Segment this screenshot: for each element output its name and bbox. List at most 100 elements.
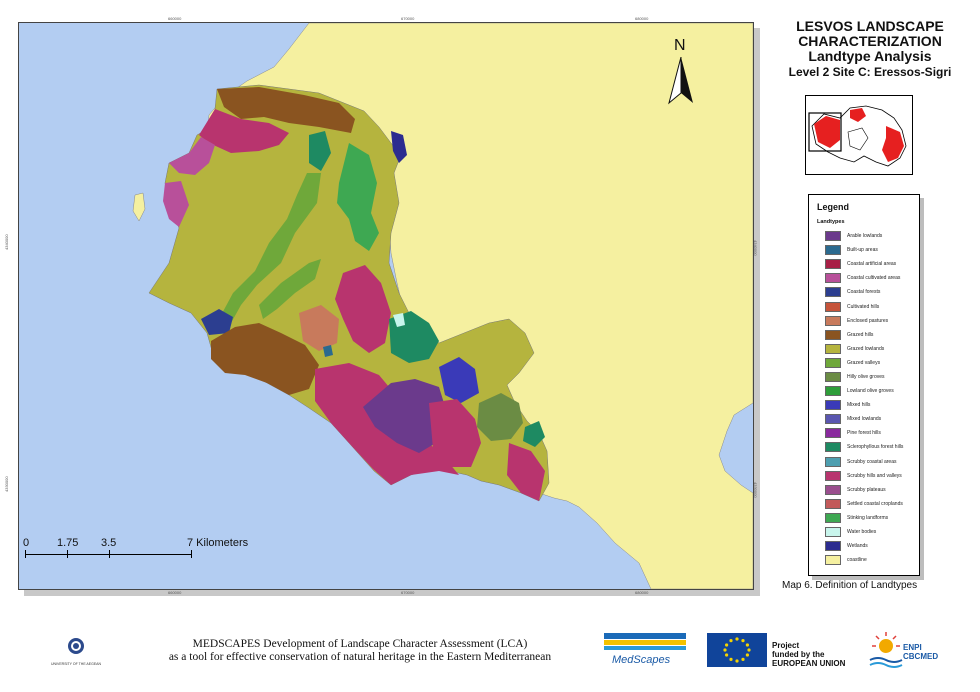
scale-line [25,554,191,555]
legend-item: Wetlands [825,539,903,553]
legend-label: Lowland olive groves [847,388,894,395]
scrubby-coastal-west [163,181,189,227]
legend-item: Grazed lowlands [825,342,903,356]
enpi-sun-icon [869,632,903,668]
legend-item: Stinking landforms [825,511,903,525]
legend-swatch [825,456,841,467]
water-body [393,313,405,327]
legend-swatch [825,512,841,523]
legend-swatch [825,259,841,270]
legend-item: Hilly olive groves [825,370,903,384]
title-line-1: LESVOS LANDSCAPE [796,18,944,34]
legend-item: coastline [825,553,903,567]
medscapes-logo: MedScapes [604,633,686,667]
legend-label: Stinking landforms [847,514,889,521]
legend-swatch [825,343,841,354]
mixed-lowlands [363,379,447,453]
title-line-2: CHARACTERIZATION [798,33,942,49]
university-caption: UNIVERSITY OF THE AEGEAN [50,662,102,666]
north-label: N [674,37,686,54]
legend-item: Arable lowlands [825,229,903,243]
legend-label: Settled coastal croplands [847,500,903,507]
legend-list: Arable lowlands Built-up areas Coastal art… [825,229,903,567]
legend-label: Grazed lowlands [847,345,885,352]
legend-swatch [825,315,841,326]
legend-swatch [825,428,841,439]
legend-swatch [825,329,841,340]
grid-label-left: 4330000 [4,476,9,492]
eu-funding-text: Project funded by the EUROPEAN UNION [772,641,845,668]
legend-item: Water bodies [825,525,903,539]
legend: Legend Landtypes Arable lowlands Built-up… [808,194,920,576]
scale-tick [109,550,110,558]
scale-tick [67,550,68,558]
wetland-west [201,309,233,335]
scrubby-hills-east [507,443,545,501]
legend-swatch [825,287,841,298]
enpi-line-2: CBCMED [903,652,939,661]
grid-label-top: 660000 [168,16,182,21]
scale-tick [191,550,192,558]
enpi-line-1: ENPI [903,643,922,652]
grid-label-right: 4340000 [753,240,758,256]
enpi-text: ENPI CBCMED [903,643,938,661]
map-caption: Map 6. Definition of Landtypes [782,580,918,591]
hilly-olive-groves [477,393,523,441]
scale-label-2: 3.5 [101,537,117,549]
grid-label-left: 4340000 [4,234,9,250]
legend-swatch [825,470,841,481]
scrubby-hills-se [429,399,481,467]
island-west [132,192,146,222]
title-line-3: Landtype Analysis [808,48,932,64]
grazed-valley-corridor [219,173,321,323]
legend-swatch [825,301,841,312]
legend-item: Grazed valleys [825,356,903,370]
legend-label: Sclerophyllous forest hills [847,444,904,451]
legend-item: Mixed hills [825,398,903,412]
north-arrow: N [663,37,699,107]
legend-item: Lowland olive groves [825,384,903,398]
university-seal-icon [68,638,84,654]
legend-label: Grazed valleys [847,359,881,366]
medscapes-logo-icon: MedScapes [604,633,686,666]
wetland-north [391,131,407,163]
legend-label: Water bodies [847,529,877,536]
lesvos-island-icon [808,105,907,167]
grid-label-bottom: 680000 [635,590,649,595]
legend-label: Coastal artificial areas [847,261,897,268]
grid-label-right: 4330000 [753,482,758,498]
legend-label: Pine forest hills [847,430,881,437]
legend-label: Scrubby plateaus [847,486,886,493]
map-frame[interactable]: N 0 1.75 3.5 7 Kilometers [18,22,754,590]
legend-swatch [825,442,841,453]
title-block: LESVOS LANDSCAPE CHARACTERIZATION Landty… [770,18,970,79]
footer-line-2: as a tool for effective conservation of … [168,651,552,663]
legend-item: Enclosed pastures [825,314,903,328]
legend-label: Scrubby hills and valleys [847,472,902,479]
legend-label: Hilly olive groves [847,373,885,380]
legend-item: Cultivated hills [825,299,903,313]
eu-flag [707,633,767,667]
footer-text: MEDSCAPES Development of Landscape Chara… [150,638,570,664]
sclerophyllous-forest-north [309,131,331,171]
legend-item: Scrubby hills and valleys [825,469,903,483]
legend-item: Coastal cultivated areas [825,271,903,285]
grid-label-top: 680000 [635,16,649,21]
coastal-cultivated-west [169,137,215,175]
grazed-hills-north [217,87,355,133]
landtype-map[interactable] [19,23,753,589]
scale-tick [25,550,26,558]
legend-label: Built-up areas [847,247,878,254]
legend-item: Scrubby plateaus [825,483,903,497]
funded-line-2: funded by the [772,650,825,659]
legend-swatch [825,386,841,397]
medscapes-wordmark: MedScapes [612,654,671,666]
legend-swatch [825,245,841,256]
legend-label: Grazed hills [847,331,874,338]
scrubby-hills-nw [199,109,289,153]
mixed-hills [439,357,479,403]
legend-label: Scrubby coastal areas [847,458,897,465]
grazed-hills-sw [211,323,319,395]
legend-swatch [825,371,841,382]
scale-label-1: 1.75 [57,537,79,549]
